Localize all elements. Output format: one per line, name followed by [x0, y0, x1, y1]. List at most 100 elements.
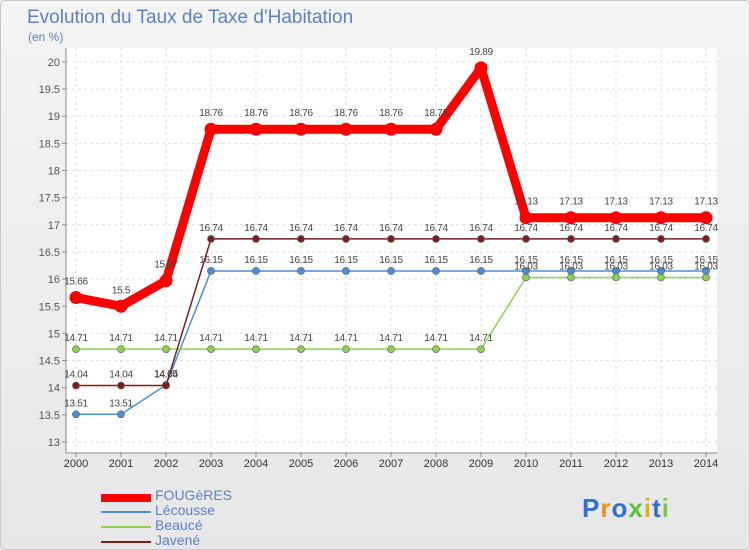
x-tick-label: 2004	[244, 458, 268, 470]
data-point-fougeres	[519, 211, 533, 225]
y-tick-label: 16	[48, 274, 60, 286]
legend-label-lecousse: Lécousse	[155, 502, 215, 518]
data-point-lecousse	[117, 410, 125, 419]
data-point-javene	[702, 235, 710, 243]
data-point-fougeres	[69, 291, 83, 305]
logo-letter: P	[582, 493, 601, 523]
data-point-fougeres	[294, 122, 308, 136]
data-point-fougeres	[114, 299, 128, 313]
legend-swatch-lecousse	[101, 511, 151, 513]
data-point-fougeres	[384, 122, 398, 136]
data-label-beauce: 16.03	[694, 261, 718, 272]
data-point-beauce	[162, 345, 170, 353]
data-label-fougeres: 19.89	[469, 47, 493, 58]
data-label-fougeres: 18.76	[199, 108, 223, 119]
data-label-beauce: 14.71	[199, 333, 223, 344]
legend-swatch-beauce	[101, 526, 151, 528]
data-label-fougeres: 18.76	[334, 108, 358, 119]
series-beauce: 14.71 14.71 14.71 14.71 14.71 14.71 14.71 14.71…	[64, 261, 719, 353]
data-label-beauce: 16.03	[514, 261, 538, 272]
data-point-fougeres	[249, 122, 263, 136]
data-label-javene: 16.74	[199, 223, 223, 234]
data-point-lecousse	[207, 267, 215, 275]
x-tick-label: 2013	[649, 458, 673, 470]
data-label-fougeres: 18.76	[244, 108, 268, 119]
y-tick-label: 19.5	[39, 84, 60, 96]
data-label-beauce: 14.71	[109, 333, 133, 344]
data-point-beauce	[207, 345, 215, 353]
data-point-javene	[162, 381, 170, 390]
series-fougeres: 15.66 15.5 15.97 18.76 18.76 18.76 18.76 18.76 1…	[64, 47, 719, 313]
data-point-javene	[252, 235, 260, 243]
data-label-javene: 14.04	[109, 370, 133, 381]
data-point-beauce	[387, 345, 395, 353]
data-label-fougeres: 17.13	[694, 197, 718, 208]
y-axis-unit: (en %)	[28, 30, 64, 44]
data-point-beauce	[297, 345, 305, 353]
logo-letter: x	[628, 493, 644, 523]
data-label-lecousse: 16.15	[244, 255, 268, 266]
x-tick-label: 2002	[154, 458, 178, 470]
data-point-fougeres	[429, 122, 443, 136]
y-tick-label: 17.5	[39, 193, 60, 205]
data-label-fougeres: 18.76	[289, 108, 313, 119]
data-point-javene	[432, 235, 440, 243]
legend-label-javene: Javené	[155, 532, 201, 548]
y-tick-label: 16.5	[39, 247, 60, 259]
data-point-beauce	[612, 273, 620, 282]
y-tick-label: 14	[48, 383, 60, 395]
x-tick-label: 2008	[424, 458, 448, 470]
data-label-javene: 14.04	[64, 370, 88, 381]
data-point-lecousse	[387, 267, 395, 275]
y-tick-label: 17	[48, 220, 60, 232]
data-point-javene	[297, 235, 305, 243]
data-label-lecousse: 16.15	[604, 255, 628, 266]
data-label-fougeres: 18.76	[424, 108, 448, 119]
x-tick-label: 2009	[469, 458, 493, 470]
data-label-lecousse: 16.15	[469, 255, 493, 266]
data-label-fougeres: 17.13	[649, 197, 673, 208]
data-label-fougeres: 15.66	[64, 277, 88, 288]
data-point-javene	[207, 235, 215, 243]
data-label-fougeres: 17.13	[514, 197, 538, 208]
data-point-fougeres	[159, 274, 173, 288]
data-label-lecousse: 16.15	[289, 255, 313, 266]
data-label-javene: 16.74	[244, 223, 268, 234]
data-label-lecousse: 16.15	[694, 255, 718, 266]
data-point-lecousse	[432, 267, 440, 275]
data-point-javene	[117, 381, 125, 390]
y-tick-label: 13	[48, 437, 60, 449]
y-tick-label: 14.5	[39, 356, 60, 368]
data-point-beauce	[702, 273, 710, 282]
x-tick-label: 2003	[199, 458, 223, 470]
data-point-javene	[387, 235, 395, 243]
data-label-beauce: 14.71	[289, 333, 313, 344]
data-label-lecousse: 16.15	[559, 255, 583, 266]
logo-letter: t	[652, 493, 662, 523]
data-label-javene: 16.74	[289, 223, 313, 234]
data-label-javene: 16.74	[514, 223, 538, 234]
data-label-lecousse: 16.15	[379, 255, 403, 266]
data-label-javene: 16.74	[334, 223, 358, 234]
data-label-lecousse: 16.15	[649, 255, 673, 266]
data-point-lecousse	[342, 267, 350, 275]
data-label-lecousse: 16.15	[334, 255, 358, 266]
data-label-javene: 16.74	[424, 223, 448, 234]
data-label-lecousse: 16.15	[514, 255, 538, 266]
y-tick-label: 19	[48, 111, 60, 123]
data-point-lecousse	[72, 410, 80, 419]
data-label-fougeres: 17.13	[559, 197, 583, 208]
data-label-beauce: 14.71	[379, 333, 403, 344]
data-label-beauce: 14.71	[334, 333, 358, 344]
data-point-beauce	[522, 273, 530, 282]
data-label-lecousse: 16.15	[424, 255, 448, 266]
data-label-javene: 16.74	[604, 223, 628, 234]
x-tick-label: 2001	[109, 458, 133, 470]
data-point-beauce	[657, 273, 665, 282]
x-tick-label: 2010	[514, 458, 538, 470]
data-point-javene	[72, 381, 80, 390]
data-point-lecousse	[252, 267, 260, 275]
legend-swatch-javene	[101, 541, 151, 543]
